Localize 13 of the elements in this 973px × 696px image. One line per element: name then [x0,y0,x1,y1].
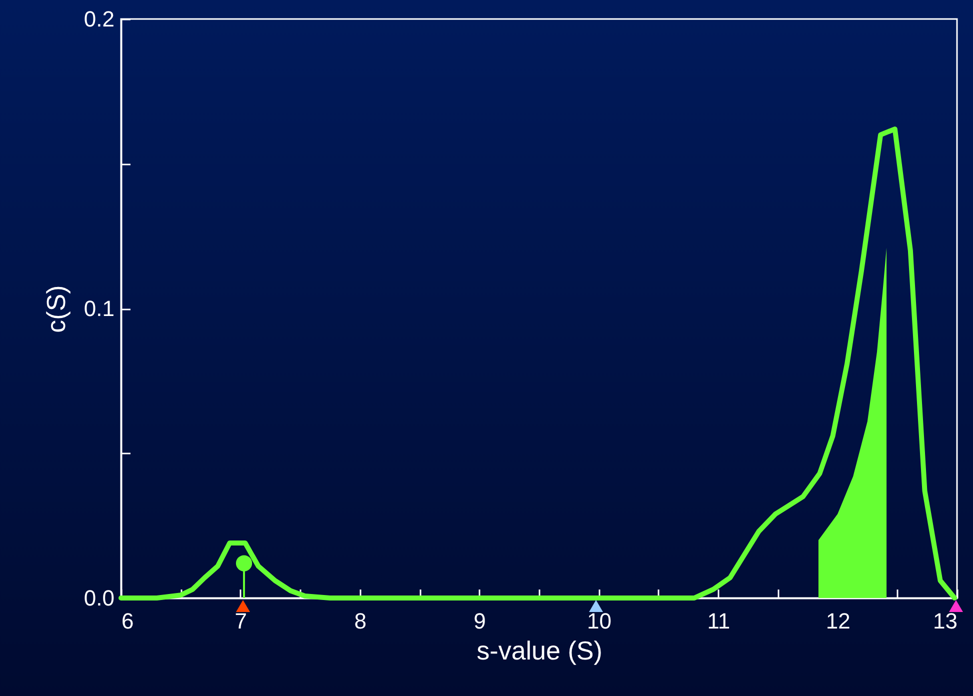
x-axis-title: s-value (S) [476,636,602,666]
x-tick-label: 7 [234,608,248,634]
y-tick-label: 0.1 [84,296,114,321]
x-tick-label: 11 [707,608,730,634]
x-tick-label: 8 [354,608,366,634]
x-tick-label: 10 [586,608,612,634]
y-tick-label: 0.0 [84,586,114,610]
y-axis-title: c(S) [40,285,71,333]
x-tick-label: 6 [122,608,134,634]
x-tick-label: 13 [933,608,958,634]
x-tick-label: 9 [474,608,486,634]
x-tick-label: 12 [826,608,850,634]
y-tick-label: 0.2 [84,6,114,32]
